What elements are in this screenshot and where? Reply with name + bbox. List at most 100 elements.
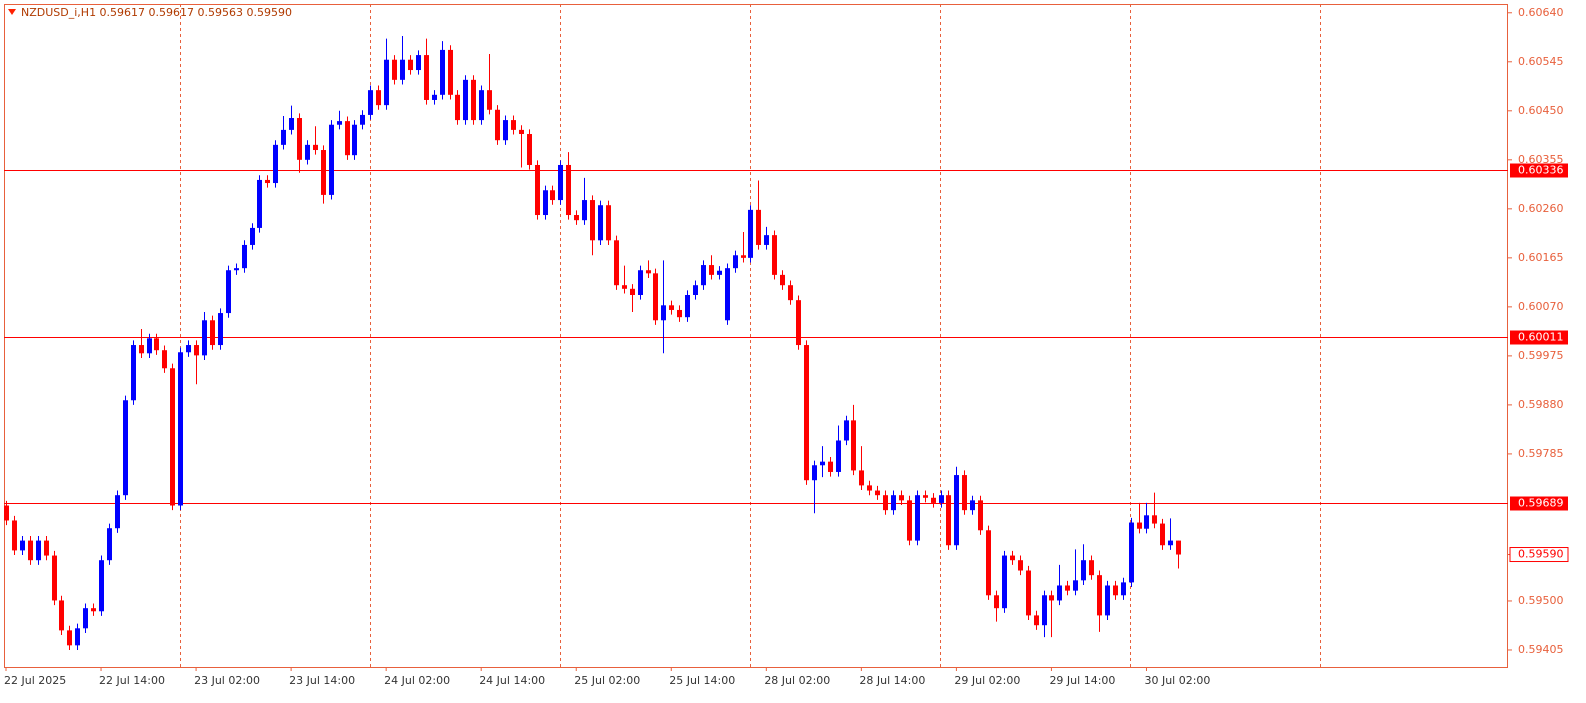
candle-body (59, 600, 64, 631)
candle-body (606, 205, 611, 241)
candle-body (891, 495, 896, 511)
candle-body (1034, 615, 1039, 626)
candle-body (685, 294, 690, 318)
y-tick-label: 0.60070 (1518, 300, 1564, 313)
candle-body (622, 285, 627, 289)
candle-body (345, 121, 350, 156)
candle-body (1129, 522, 1134, 583)
candle-body (1057, 585, 1062, 601)
y-tick-label: 0.59405 (1518, 643, 1564, 656)
candle-body (566, 164, 571, 216)
candle-body (360, 114, 365, 125)
candle-body (321, 150, 326, 195)
candle-body (194, 345, 199, 356)
candle-body (376, 90, 381, 106)
candle-body (907, 500, 912, 541)
y-tick-label: 0.60355 (1518, 153, 1564, 166)
candle-body (756, 209, 761, 245)
x-tick-label: 29 Jul 14:00 (1049, 674, 1115, 687)
candle-body (416, 55, 421, 71)
candle-body (519, 129, 524, 135)
candle-body (764, 235, 769, 245)
candle-body (384, 59, 389, 106)
candle-body (368, 90, 373, 115)
candle-body (1097, 575, 1102, 616)
x-tick-label: 23 Jul 14:00 (289, 674, 355, 687)
candle-body (297, 118, 302, 160)
candle-body (1026, 570, 1031, 616)
candle-body (1018, 560, 1023, 571)
candle-body (986, 530, 991, 596)
x-tick-label: 28 Jul 02:00 (764, 674, 830, 687)
x-tick-label: 24 Jul 02:00 (384, 674, 450, 687)
candle-body (630, 288, 635, 295)
candle-body (408, 59, 413, 71)
candle-body (392, 59, 397, 80)
candle-body (939, 495, 944, 503)
x-tick-label: 28 Jul 14:00 (859, 674, 925, 687)
price-box (1510, 496, 1568, 511)
y-tick-label: 0.60450 (1518, 104, 1564, 117)
candle-body (1002, 555, 1007, 609)
candle-body (550, 190, 555, 201)
candle-body (1065, 585, 1070, 591)
candle-body (994, 595, 999, 609)
candle-body (455, 94, 460, 121)
candle-body (52, 555, 57, 601)
candle-body (495, 109, 500, 141)
candle-body (1176, 540, 1181, 555)
y-tick-label: 0.59785 (1518, 447, 1564, 460)
x-tick-label: 30 Jul 02:00 (1144, 674, 1210, 687)
candle-body (1137, 522, 1142, 529)
candle-body (178, 352, 183, 506)
candle-body (1152, 515, 1157, 524)
candle-body (946, 495, 951, 546)
candle-body (970, 500, 975, 511)
candle-body (543, 190, 548, 216)
candle-body (709, 265, 714, 275)
candle-body (75, 628, 80, 646)
chart-title: NZDUSD_i,H1 0.59617 0.59617 0.59563 0.59… (21, 6, 292, 19)
candle-body (582, 200, 587, 221)
candle-body (12, 520, 17, 551)
price-box-label: 0.59689 (1518, 497, 1564, 510)
x-tick-label: 24 Jul 14:00 (479, 674, 545, 687)
candle-body (281, 129, 286, 145)
candle-body (772, 235, 777, 275)
candle-body (859, 470, 864, 486)
candle-body (139, 345, 144, 354)
symbol-marker (8, 9, 16, 15)
candle-body (99, 560, 104, 612)
candle-body (1160, 523, 1165, 546)
candle-body (875, 490, 880, 496)
candle-body (432, 94, 437, 100)
current-price-label: 0.59590 (1518, 548, 1564, 561)
y-tick-label: 0.59975 (1518, 349, 1564, 362)
candle-body (313, 144, 318, 151)
price-box-label: 0.60011 (1518, 331, 1564, 344)
candle-body (170, 368, 175, 506)
candle-body (511, 120, 516, 130)
price-box (1510, 330, 1568, 345)
candle-body (352, 124, 357, 156)
candle-body (210, 320, 215, 346)
candle-body (614, 240, 619, 286)
candle-body (962, 475, 967, 511)
candle-body (273, 144, 278, 184)
candle-body (1049, 595, 1054, 601)
y-tick-label: 0.60165 (1518, 251, 1564, 264)
candle-body (91, 608, 96, 612)
candle-body (471, 79, 476, 121)
candle-body (574, 215, 579, 221)
candle-body (44, 540, 49, 556)
candle-body (289, 118, 294, 130)
x-tick-label: 23 Jul 02:00 (194, 674, 260, 687)
candle-body (725, 268, 730, 321)
candle-body (448, 49, 453, 95)
y-tick-label: 0.60545 (1518, 55, 1564, 68)
candle-body (329, 124, 334, 195)
candle-body (503, 120, 508, 141)
candle-body (931, 497, 936, 503)
